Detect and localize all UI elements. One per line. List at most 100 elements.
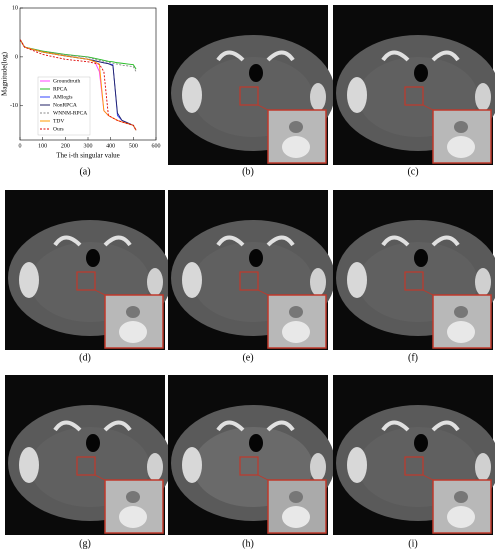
zoom-canal bbox=[454, 491, 468, 503]
zoom-vertebra bbox=[447, 321, 475, 343]
roi-box bbox=[239, 271, 259, 291]
ct-clavicle bbox=[216, 50, 245, 62]
ct-image bbox=[5, 375, 172, 535]
legend-label: TDV bbox=[53, 118, 64, 124]
roi-box bbox=[404, 86, 424, 106]
ct-bone bbox=[182, 77, 202, 113]
ct-clavicle bbox=[431, 50, 460, 62]
x-tick-label: 400 bbox=[106, 143, 115, 149]
ct-clavicle bbox=[103, 420, 132, 432]
roi-box bbox=[76, 456, 96, 476]
ct-image bbox=[168, 190, 335, 350]
ct-bone bbox=[310, 268, 326, 296]
legend-box bbox=[37, 76, 91, 136]
zoom-canal bbox=[289, 306, 303, 318]
ct-bone bbox=[182, 447, 202, 483]
ct-trachea bbox=[249, 434, 263, 452]
panel-label: (a) bbox=[79, 166, 90, 177]
legend-label: NonRPCA bbox=[53, 102, 77, 108]
ct-image bbox=[168, 375, 335, 535]
panel-label: (e) bbox=[242, 352, 253, 363]
ct-bone bbox=[19, 262, 39, 298]
ct-bone bbox=[147, 268, 163, 296]
ct-clavicle bbox=[53, 420, 82, 432]
y-axis-label: Magnitude(log) bbox=[1, 51, 9, 96]
roi-box bbox=[404, 456, 424, 476]
zoom-canal bbox=[126, 306, 140, 318]
legend-label: WNNM-RPCA bbox=[53, 110, 87, 116]
ct-bone bbox=[182, 262, 202, 298]
ct-trachea bbox=[414, 64, 428, 82]
roi-link bbox=[422, 289, 434, 296]
zoom-vertebra bbox=[119, 506, 147, 528]
y-tick-label: 10 bbox=[12, 5, 18, 11]
ct-clavicle bbox=[381, 50, 410, 62]
ct-trachea bbox=[249, 249, 263, 267]
panel-label: (c) bbox=[407, 166, 418, 177]
x-tick-label: 200 bbox=[61, 143, 70, 149]
legend-label: RPCA bbox=[53, 86, 67, 92]
ct-clavicle bbox=[53, 235, 82, 247]
ct-bone bbox=[347, 447, 367, 483]
zoom-vertebra bbox=[447, 136, 475, 158]
series-line bbox=[19, 39, 137, 131]
ct-bone bbox=[475, 268, 491, 296]
zoom-canal bbox=[454, 121, 468, 133]
x-tick-label: 0 bbox=[19, 143, 22, 149]
zoom-canal bbox=[289, 491, 303, 503]
ct-trachea bbox=[414, 249, 428, 267]
y-tick-label: 0 bbox=[15, 54, 18, 60]
roi-link bbox=[422, 474, 434, 481]
ct-clavicle bbox=[431, 235, 460, 247]
ct-clavicle bbox=[431, 420, 460, 432]
ct-trachea bbox=[86, 434, 100, 452]
ct-clavicle bbox=[216, 235, 245, 247]
zoom-vertebra bbox=[119, 321, 147, 343]
series-line bbox=[19, 39, 137, 70]
x-tick-label: 100 bbox=[38, 143, 47, 149]
ct-trachea bbox=[414, 434, 428, 452]
ct-clavicle bbox=[381, 235, 410, 247]
ct-bone bbox=[310, 453, 326, 481]
ct-bone bbox=[147, 453, 163, 481]
ct-clavicle bbox=[103, 235, 132, 247]
panel-label: (i) bbox=[408, 538, 417, 549]
panel-label: (f) bbox=[408, 352, 418, 363]
panel-label: (b) bbox=[242, 166, 254, 177]
zoom-canal bbox=[289, 121, 303, 133]
legend-label: Groundtruth bbox=[53, 78, 80, 84]
ct-bone bbox=[475, 83, 491, 111]
x-axis-label: The i-th singular value bbox=[56, 152, 120, 160]
ct-bone bbox=[19, 447, 39, 483]
roi-link bbox=[257, 104, 269, 111]
ct-clavicle bbox=[266, 235, 295, 247]
ct-bone bbox=[475, 453, 491, 481]
x-tick-label: 300 bbox=[84, 143, 93, 149]
x-tick-label: 500 bbox=[129, 143, 138, 149]
ct-clavicle bbox=[266, 420, 295, 432]
roi-link bbox=[94, 289, 106, 296]
ct-clavicle bbox=[266, 50, 295, 62]
ct-bone bbox=[347, 262, 367, 298]
roi-box bbox=[239, 456, 259, 476]
ct-clavicle bbox=[381, 420, 410, 432]
ct-trachea bbox=[86, 249, 100, 267]
roi-link bbox=[257, 289, 269, 296]
roi-link bbox=[257, 474, 269, 481]
zoom-vertebra bbox=[282, 136, 310, 158]
legend-label: AMlogis bbox=[53, 94, 73, 100]
panel-label: (h) bbox=[242, 538, 254, 549]
ct-image bbox=[5, 190, 172, 350]
roi-link bbox=[94, 474, 106, 481]
ct-clavicle bbox=[216, 420, 245, 432]
ct-image bbox=[333, 375, 495, 535]
zoom-vertebra bbox=[282, 506, 310, 528]
roi-link bbox=[422, 104, 434, 111]
y-tick-label: -10 bbox=[10, 103, 18, 109]
ct-image bbox=[168, 5, 335, 165]
x-tick-label: 600 bbox=[152, 143, 161, 149]
ct-bone bbox=[347, 77, 367, 113]
roi-box bbox=[404, 271, 424, 291]
series-line bbox=[19, 39, 137, 131]
